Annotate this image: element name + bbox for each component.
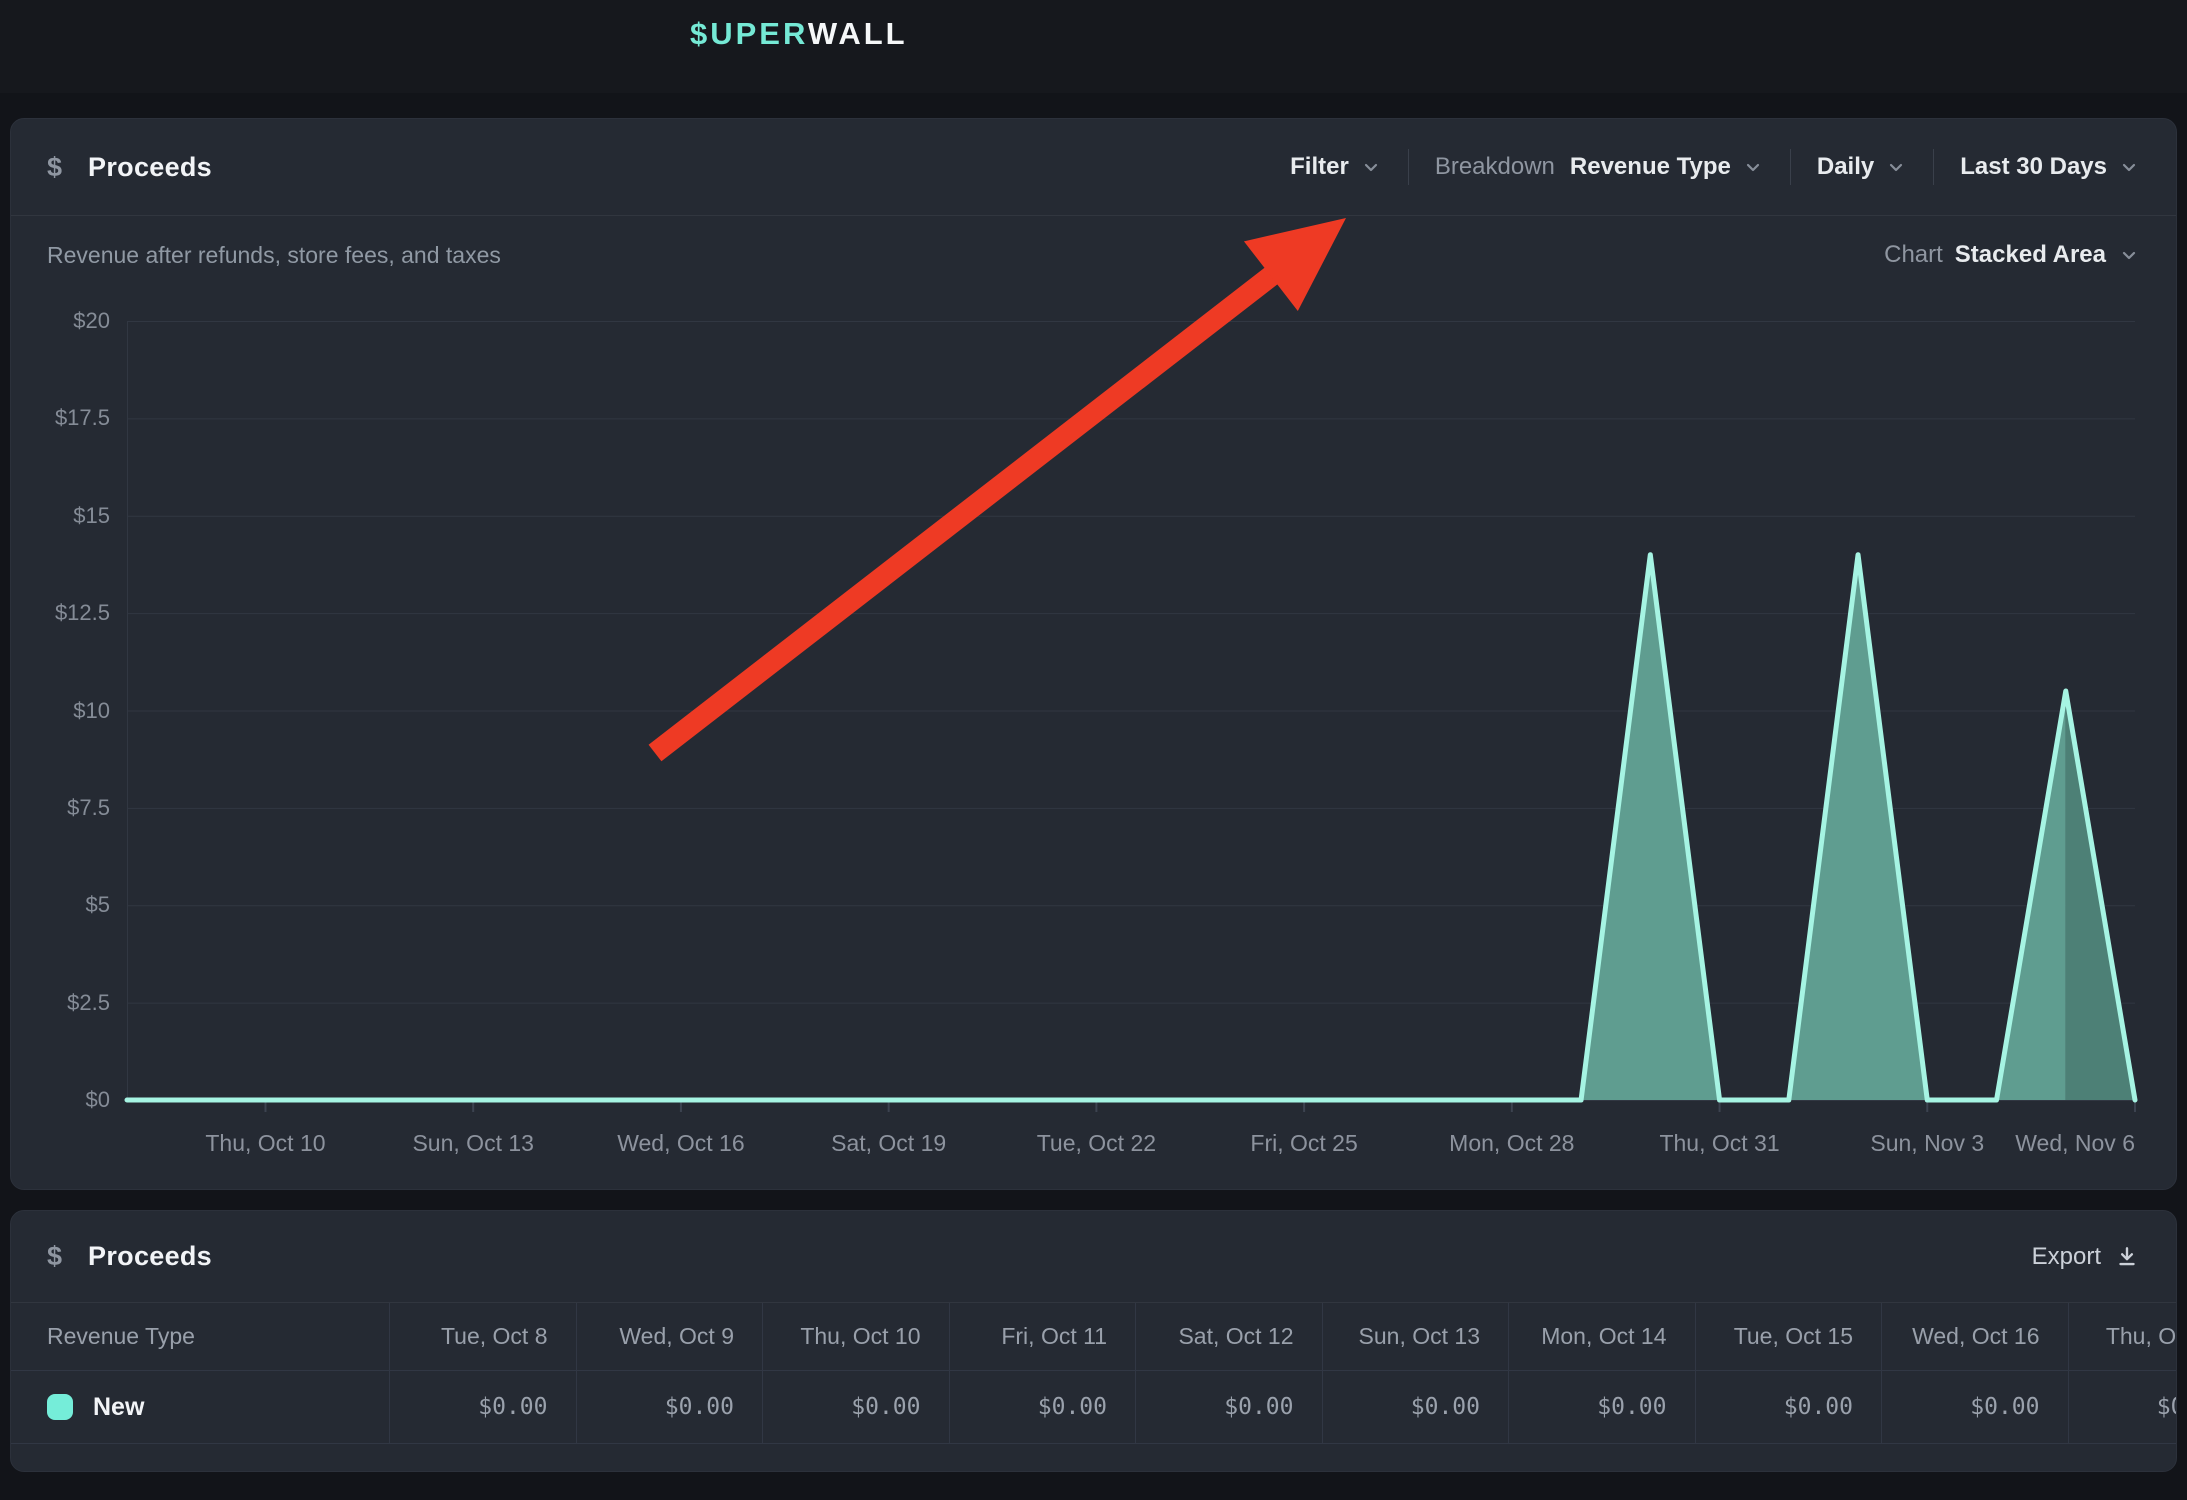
divider xyxy=(1408,149,1409,185)
x-axis-tick-label: Sun, Oct 13 xyxy=(412,1130,533,1157)
chart-type-value: Stacked Area xyxy=(1955,241,2106,269)
breakdown-label: Breakdown xyxy=(1435,153,1555,181)
logo-accent-text: $UPER xyxy=(690,16,808,51)
value-cell: $0.00 xyxy=(1881,1371,2068,1443)
table-row: New$0.00$0.00$0.00$0.00$0.00$0.00$0.00$0… xyxy=(11,1371,2177,1444)
export-label: Export xyxy=(2032,1243,2101,1271)
value-cell: $0.00 xyxy=(1322,1371,1509,1443)
column-header-date: Wed, Oct 16 xyxy=(1881,1303,2068,1370)
page-title: Proceeds xyxy=(88,152,212,183)
breakdown-value: Revenue Type xyxy=(1570,153,1731,181)
value-cell: $0.00 xyxy=(762,1371,949,1443)
dollar-icon: $ xyxy=(47,152,62,183)
x-axis-tick-label: Wed, Nov 6 xyxy=(2015,1130,2135,1157)
x-axis-tick-label: Wed, Oct 16 xyxy=(617,1130,744,1157)
value-cell: $0.00 xyxy=(1135,1371,1322,1443)
table-title: Proceeds xyxy=(88,1241,212,1272)
x-axis-tick-label: Tue, Oct 22 xyxy=(1037,1130,1156,1157)
chevron-down-icon xyxy=(1360,156,1382,178)
column-header-date: Fri, Oct 11 xyxy=(949,1303,1136,1370)
value-cell: $0.00 xyxy=(576,1371,763,1443)
y-axis-tick-label: $2.5 xyxy=(67,990,110,1016)
value-cell: $0.00 xyxy=(949,1371,1136,1443)
column-header-date: Wed, Oct 9 xyxy=(576,1303,763,1370)
y-axis: $20$17.5$15$12.5$10$7.5$5$2.5$0 xyxy=(22,321,110,1100)
series-color-swatch xyxy=(47,1394,73,1420)
chart-panel-header: $ Proceeds Filter Breakdown Revenue Type… xyxy=(11,119,2176,216)
column-header-date: Thu, Oct 10 xyxy=(762,1303,949,1370)
column-header-date: Tue, Oct 15 xyxy=(1695,1303,1882,1370)
chevron-down-icon xyxy=(1885,156,1907,178)
chart-subtitle: Revenue after refunds, store fees, and t… xyxy=(47,242,501,269)
value-cell: $0.00 xyxy=(2068,1371,2178,1443)
x-axis-tick-label: Sat, Oct 19 xyxy=(831,1130,946,1157)
column-header-date: Tue, Oct 8 xyxy=(389,1303,576,1370)
column-header-revenue-type: Revenue Type xyxy=(11,1303,389,1370)
export-button[interactable]: Export xyxy=(2032,1243,2140,1271)
column-header-date: Mon, Oct 14 xyxy=(1508,1303,1695,1370)
series-label: New xyxy=(93,1393,144,1422)
divider xyxy=(1933,149,1934,185)
chart-type-dropdown[interactable]: Chart Stacked Area xyxy=(1884,241,2140,269)
y-axis-tick-label: $10 xyxy=(73,698,110,724)
table-header-row: Revenue TypeTue, Oct 8Wed, Oct 9Thu, Oct… xyxy=(11,1303,2177,1371)
chart-controls: Filter Breakdown Revenue Type Daily Last… xyxy=(1290,149,2140,185)
dollar-icon: $ xyxy=(47,1241,62,1272)
x-axis-tick-label: Thu, Oct 10 xyxy=(205,1130,325,1157)
x-axis-tick-label: Sun, Nov 3 xyxy=(1870,1130,1984,1157)
date-range-value: Last 30 Days xyxy=(1960,153,2107,181)
row-label-cell: New xyxy=(11,1371,389,1443)
value-cell: $0.00 xyxy=(1508,1371,1695,1443)
logo-rest-text: WALL xyxy=(808,16,908,51)
x-axis-tick-label: Fri, Oct 25 xyxy=(1250,1130,1357,1157)
superwall-logo[interactable]: $UPERWALL xyxy=(690,16,908,52)
proceeds-table-panel: $ Proceeds Export Revenue TypeTue, Oct 8… xyxy=(10,1210,2177,1472)
y-axis-tick-label: $20 xyxy=(73,308,110,334)
top-navigation-bar: $UPERWALL xyxy=(0,0,2187,93)
y-axis-tick-label: $15 xyxy=(73,503,110,529)
table-panel-header: $ Proceeds Export xyxy=(11,1211,2176,1303)
column-header-date: Sat, Oct 12 xyxy=(1135,1303,1322,1370)
breakdown-dropdown[interactable]: Breakdown Revenue Type xyxy=(1435,153,1764,181)
value-cell: $0.00 xyxy=(1695,1371,1882,1443)
date-range-dropdown[interactable]: Last 30 Days xyxy=(1960,153,2140,181)
x-axis: Thu, Oct 10 Sun, Oct 13 Wed, Oct 16 Sat, Oc… xyxy=(127,1130,2135,1170)
chart-subheader: Revenue after refunds, store fees, and t… xyxy=(11,216,2176,294)
chevron-down-icon xyxy=(2118,156,2140,178)
chart-type-label: Chart xyxy=(1884,241,1943,269)
y-axis-tick-label: $7.5 xyxy=(67,795,110,821)
column-header-date: Sun, Oct 13 xyxy=(1322,1303,1509,1370)
divider xyxy=(1790,149,1791,185)
filter-label: Filter xyxy=(1290,153,1349,181)
chevron-down-icon xyxy=(2118,244,2140,266)
y-axis-tick-label: $5 xyxy=(86,892,110,918)
stacked-area-chart xyxy=(127,321,2135,1113)
x-axis-tick-label: Mon, Oct 28 xyxy=(1449,1130,1574,1157)
y-axis-tick-label: $0 xyxy=(86,1087,110,1113)
interval-value: Daily xyxy=(1817,153,1874,181)
download-icon xyxy=(2114,1244,2140,1270)
column-header-date: Thu, Oct 17 xyxy=(2068,1303,2178,1370)
filter-dropdown[interactable]: Filter xyxy=(1290,153,1382,181)
x-axis-tick-label: Thu, Oct 31 xyxy=(1659,1130,1779,1157)
y-axis-tick-label: $17.5 xyxy=(55,405,110,431)
chevron-down-icon xyxy=(1742,156,1764,178)
interval-dropdown[interactable]: Daily xyxy=(1817,153,1907,181)
y-axis-tick-label: $12.5 xyxy=(55,600,110,626)
value-cell: $0.00 xyxy=(389,1371,576,1443)
